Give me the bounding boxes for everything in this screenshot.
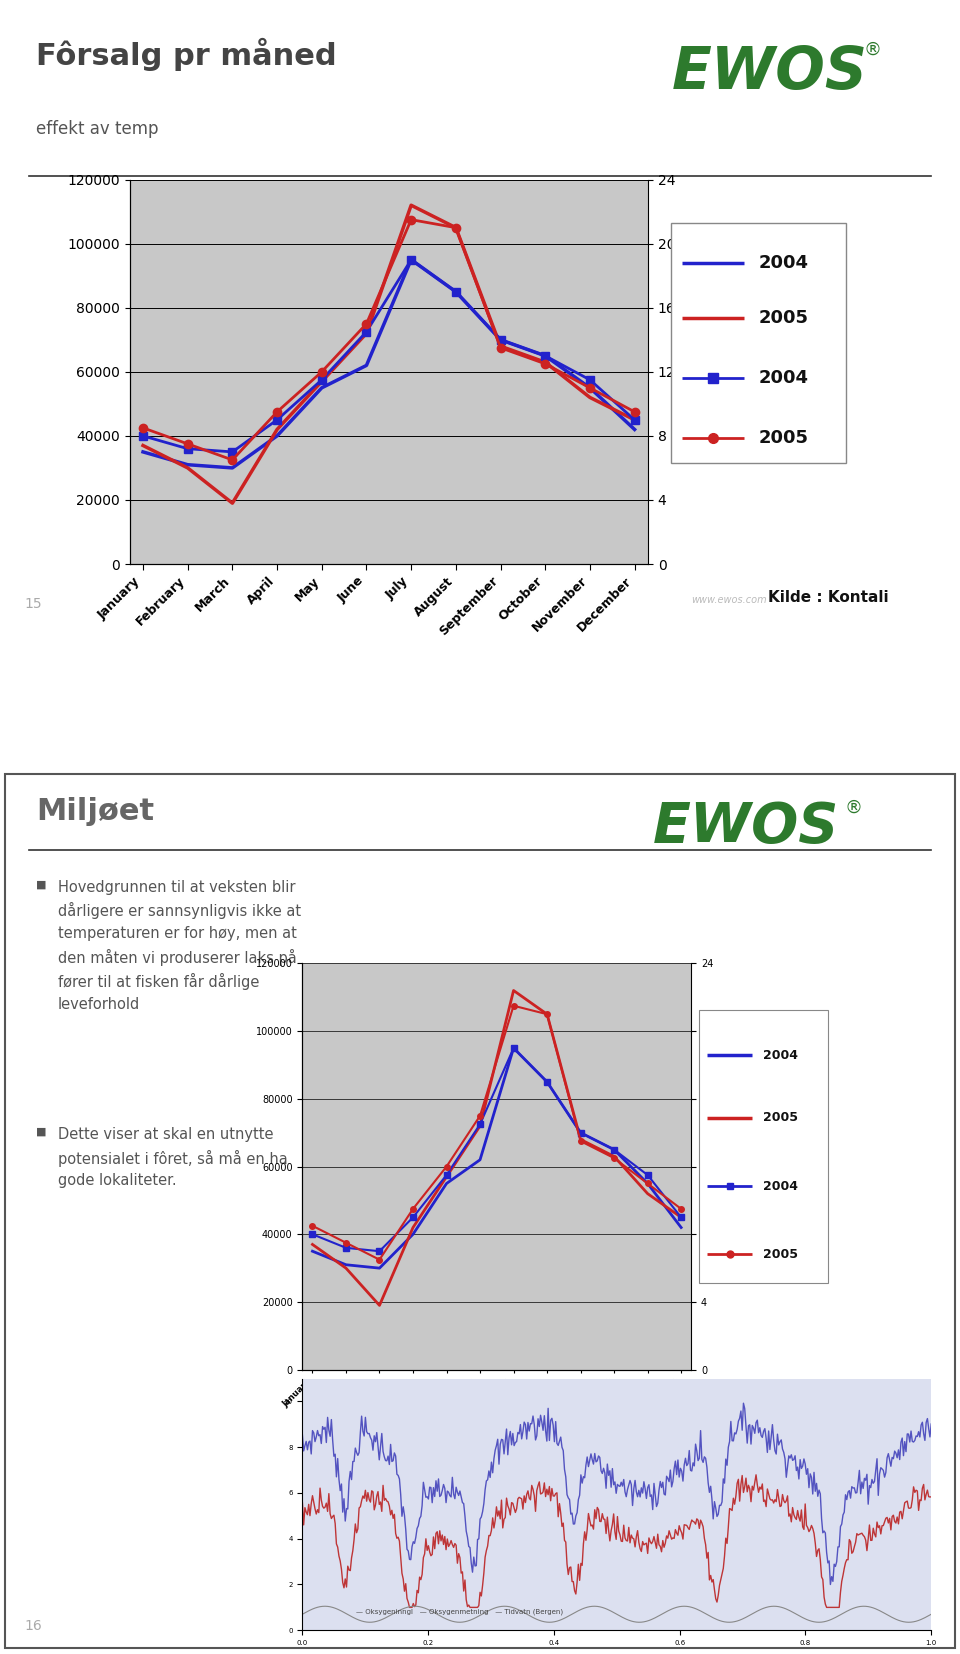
Text: 2005: 2005 bbox=[758, 309, 808, 327]
Text: EWOS: EWOS bbox=[653, 801, 839, 853]
Text: ®: ® bbox=[845, 799, 863, 817]
Text: 15: 15 bbox=[24, 597, 41, 612]
Text: 2005: 2005 bbox=[763, 1111, 798, 1125]
Text: Dette viser at skal en utnytte
potensialet i fôret, så må en ha
gode lokaliteter: Dette viser at skal en utnytte potensial… bbox=[58, 1126, 287, 1188]
Text: 2005: 2005 bbox=[758, 428, 808, 447]
Text: — Oksygeninngl   — Oksygenmetning   — Tidvatn (Bergen): — Oksygeninngl — Oksygenmetning — Tidvat… bbox=[356, 1609, 564, 1616]
Text: EWOS: EWOS bbox=[672, 45, 868, 101]
Text: Kilde : Kontali: Kilde : Kontali bbox=[768, 590, 889, 605]
Text: www.ewos.com: www.ewos.com bbox=[749, 1619, 846, 1632]
Text: Miljøet: Miljøet bbox=[36, 797, 155, 827]
Text: ®: ® bbox=[864, 41, 882, 60]
Text: ■: ■ bbox=[36, 1126, 47, 1136]
Text: Hovedgrunnen til at veksten blir
dårligere er sannsynligvis ikke at
temperaturen: Hovedgrunnen til at veksten blir dårlige… bbox=[58, 880, 300, 1012]
Text: Fôrsalg pr måned: Fôrsalg pr måned bbox=[36, 38, 337, 71]
Text: 16: 16 bbox=[24, 1619, 41, 1632]
Text: ■: ■ bbox=[36, 880, 47, 890]
Text: 2004: 2004 bbox=[763, 1049, 798, 1062]
Text: 2004: 2004 bbox=[758, 255, 808, 271]
Text: 2005: 2005 bbox=[763, 1247, 798, 1260]
Text: effekt av temp: effekt av temp bbox=[36, 119, 159, 137]
Text: 2004: 2004 bbox=[758, 369, 808, 387]
Text: www.ewos.com: www.ewos.com bbox=[691, 595, 767, 605]
Text: 2004: 2004 bbox=[763, 1179, 798, 1193]
